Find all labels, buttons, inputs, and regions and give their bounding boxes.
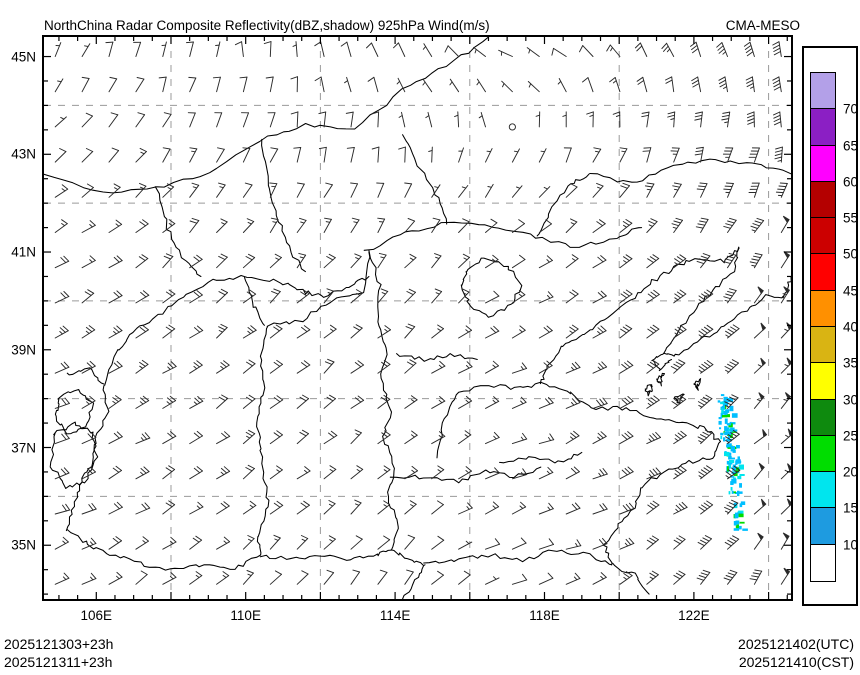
y-tick-label: 45N — [11, 49, 36, 65]
colorbar-band[interactable] — [811, 73, 835, 110]
axis-ticks — [44, 37, 791, 599]
colorbar-tick-label: 70 — [843, 101, 859, 117]
colorbar-band[interactable] — [811, 254, 835, 291]
x-axis-labels: 106E 110E 114E 118E 122E — [42, 608, 793, 628]
colorbar-tick-label: 50 — [843, 246, 859, 262]
colorbar-tick-label: 65 — [843, 138, 859, 154]
map-plot-area[interactable] — [42, 35, 793, 601]
footer-left-line2: 2025121311+23h — [4, 654, 113, 670]
colorbar-tick-label: 15 — [843, 500, 859, 516]
y-tick-label: 35N — [11, 537, 36, 553]
grid-lines — [44, 37, 791, 599]
colorbar-tick-label: 35 — [843, 355, 859, 371]
colorbar-band[interactable] — [811, 508, 835, 545]
colorbar-tick-label: 40 — [843, 319, 859, 335]
y-tick-label: 37N — [11, 440, 36, 455]
x-tick-label: 114E — [379, 608, 411, 623]
footer-left-line1: 2025121303+23h — [4, 636, 114, 652]
colorbar-band[interactable] — [811, 472, 835, 509]
colorbar-tick-label: 45 — [843, 283, 859, 299]
colorbar-band[interactable] — [811, 145, 835, 182]
colorbar-tick-label: 60 — [843, 174, 859, 190]
colorbar[interactable]: 10 15 20 25 30 35 40 45 50 55 60 65 70 — [810, 72, 858, 582]
y-tick-label: 41N — [11, 244, 36, 260]
footer-right-line1: 2025121402(UTC) — [738, 636, 854, 652]
colorbar-band[interactable] — [811, 399, 835, 436]
x-tick-label: 110E — [230, 608, 261, 623]
colorbar-band[interactable] — [811, 363, 835, 400]
radar-echo-layer — [717, 394, 748, 531]
y-tick-label: 43N — [11, 146, 36, 162]
colorbar-band[interactable] — [811, 327, 835, 364]
y-tick-label: 39N — [11, 342, 36, 358]
colorbar-band[interactable] — [811, 435, 835, 473]
x-tick-label: 118E — [529, 608, 560, 623]
x-tick-label: 106E — [80, 608, 113, 623]
colorbar-frame-right — [856, 46, 858, 606]
y-axis-labels: 35N 37N 39N 41N 43N 45N — [0, 35, 36, 601]
page-title: NorthChina Radar Composite Reflectivity(… — [44, 18, 490, 33]
colorbar-band[interactable] — [811, 290, 835, 327]
colorbar-tick-label: 30 — [843, 392, 859, 408]
map-canvas — [44, 37, 791, 599]
colorbar-band[interactable] — [811, 544, 835, 581]
model-label: CMA-MESO — [725, 18, 800, 33]
colorbar-band[interactable] — [811, 181, 835, 219]
footer-right-line2: 2025121410(CST) — [738, 654, 854, 670]
colorbar-tick-label: 20 — [843, 464, 859, 480]
colorbar-frame — [802, 46, 858, 606]
x-tick-label: 122E — [678, 608, 710, 623]
geography-layer — [44, 37, 791, 599]
colorbar-tick-label: 55 — [843, 210, 859, 226]
colorbar-band[interactable] — [811, 218, 835, 255]
colorbar-band[interactable] — [811, 109, 835, 146]
colorbar-tick-label: 10 — [843, 537, 859, 553]
colorbar-tick-label: 25 — [843, 428, 859, 444]
wind-barb-layer — [54, 41, 791, 585]
